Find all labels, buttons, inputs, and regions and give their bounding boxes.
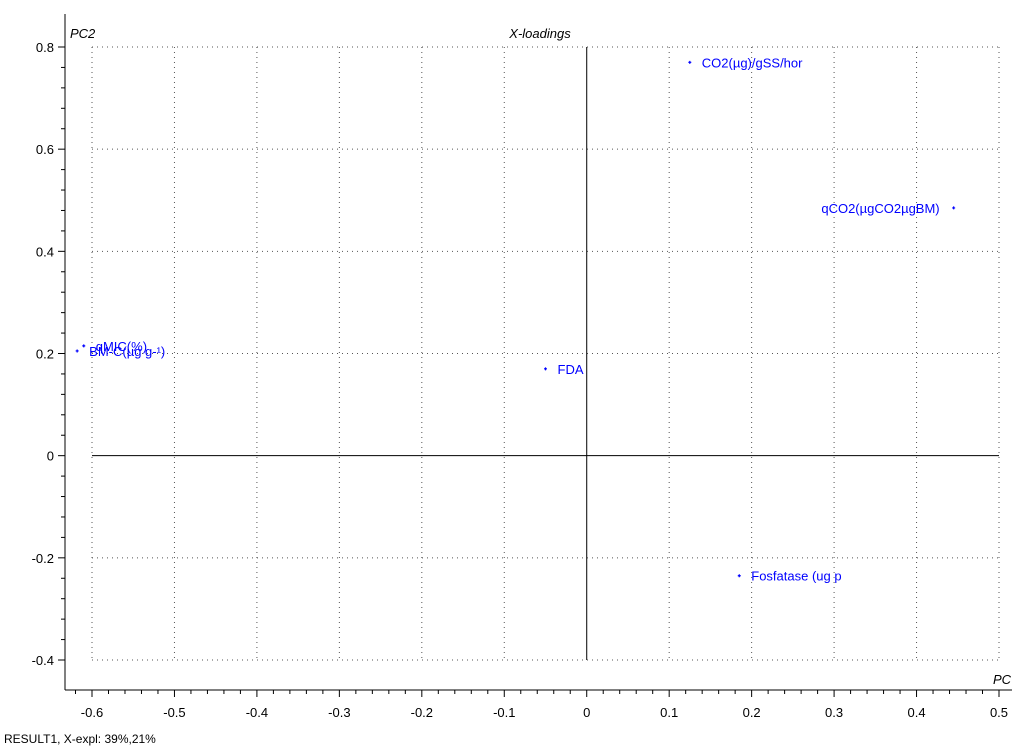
- x-tick-label: -0.5: [163, 705, 185, 720]
- y-tick-label: 0: [47, 449, 54, 464]
- tick-marks: [58, 46, 1000, 697]
- point-label: CO2(µg)/gSS/hor: [702, 55, 803, 70]
- data-point: [688, 60, 692, 64]
- point-label: Fosfatase (ug p: [751, 569, 841, 584]
- footer-status: RESULT1, X-expl: 39%,21%: [4, 732, 156, 746]
- x-tick-label: -0.2: [411, 705, 433, 720]
- x-tick-label: 0.3: [825, 705, 843, 720]
- point-label: BM-C(µg g-¹): [89, 344, 165, 359]
- y-tick-label: 0.4: [36, 244, 54, 259]
- x-tick-label: -0.4: [246, 705, 268, 720]
- data-point: [737, 574, 741, 578]
- axes: [64, 14, 1012, 691]
- point-label: FDA: [558, 362, 584, 377]
- grid-lines: [91, 46, 1000, 661]
- x-tick-label: 0: [583, 705, 590, 720]
- x-tick-label: 0.2: [743, 705, 761, 720]
- x-axis-label: PC: [993, 672, 1012, 687]
- data-points: CO2(µg)/gSS/hor qCO2(µgCO2µgBM) qMIC(%)BM-…: [75, 55, 956, 584]
- data-point: [75, 349, 79, 353]
- tick-labels: 0.8 0.6 0.4 0.2 0 -0.2 -0.4 -0.6 -0.5 -0.4 -0.3 -0.…: [32, 40, 1008, 720]
- y-axis-label: PC2: [70, 26, 96, 41]
- y-tick-label: -0.4: [32, 653, 54, 668]
- chart-title: X-loadings: [508, 26, 571, 41]
- x-tick-label: 0.4: [908, 705, 926, 720]
- y-tick-label: 0.2: [36, 347, 54, 362]
- y-tick-label: 0.8: [36, 40, 54, 55]
- x-tick-label: 0.5: [990, 705, 1008, 720]
- data-point: [82, 344, 86, 348]
- y-tick-label: 0.6: [36, 142, 54, 157]
- data-point: [952, 206, 956, 210]
- point-label: qCO2(µgCO2µgBM): [821, 201, 939, 216]
- x-tick-label: -0.1: [493, 705, 515, 720]
- point-label: qMIC(%): [96, 339, 147, 354]
- x-tick-label: 0.1: [660, 705, 678, 720]
- x-tick-label: -0.3: [328, 705, 350, 720]
- y-tick-label: -0.2: [32, 551, 54, 566]
- data-point: [544, 367, 547, 371]
- x-tick-label: -0.6: [81, 705, 103, 720]
